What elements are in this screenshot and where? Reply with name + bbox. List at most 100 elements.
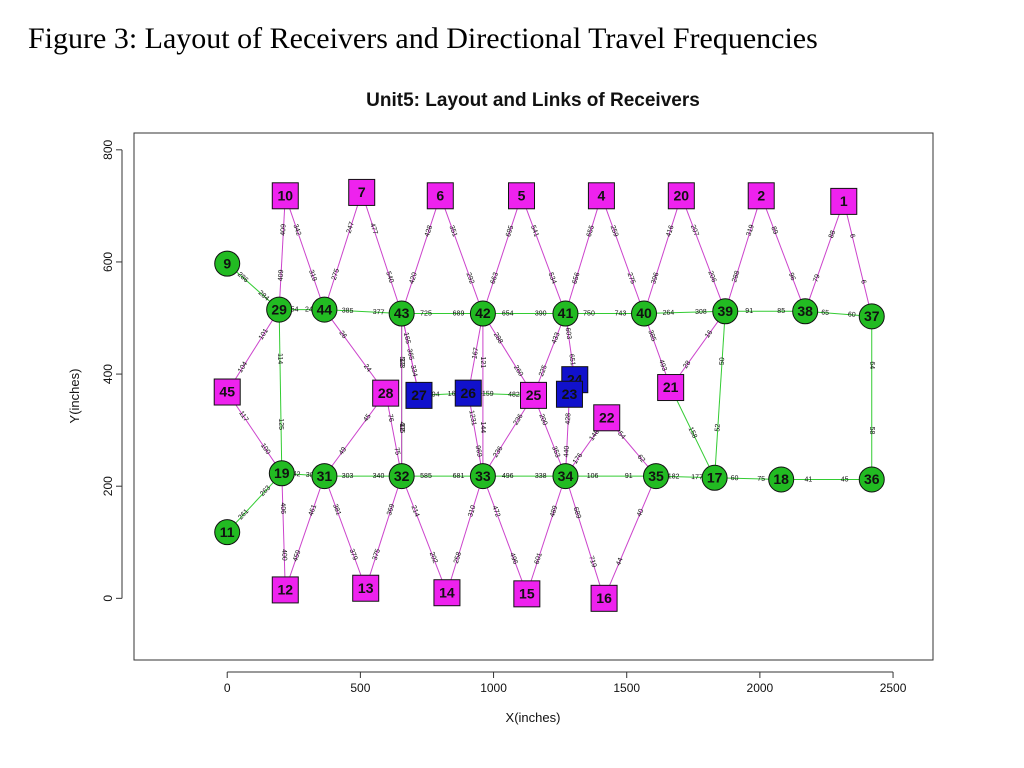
link-28-31 bbox=[324, 392, 387, 477]
link-frequency-label: 60 bbox=[848, 311, 856, 319]
link-frequency-label: 85 bbox=[777, 308, 785, 315]
receiver-label: 37 bbox=[864, 308, 880, 324]
link-frequency-label: 369 bbox=[386, 503, 396, 516]
receiver-28: 28 bbox=[372, 379, 400, 407]
receiver-40: 40 bbox=[631, 300, 658, 327]
link-39-17 bbox=[714, 311, 726, 478]
receiver-label: 23 bbox=[562, 386, 578, 402]
receiver-circle-marker bbox=[311, 463, 338, 490]
receiver-33: 33 bbox=[469, 463, 496, 490]
link-26-33 bbox=[467, 393, 484, 477]
link-31-12 bbox=[284, 475, 325, 591]
receiver-circle-marker bbox=[388, 300, 415, 327]
receiver-11: 11 bbox=[214, 519, 241, 546]
link-frequency-label: 52 bbox=[714, 424, 721, 432]
receiver-label: 25 bbox=[526, 387, 542, 403]
link-frequency-label: 288 bbox=[731, 270, 741, 283]
x-tick-label: 1500 bbox=[613, 681, 640, 695]
receiver-square-marker bbox=[426, 182, 454, 210]
receiver-2: 2 bbox=[747, 182, 775, 210]
link-4-40 bbox=[600, 195, 645, 314]
receiver-38: 38 bbox=[792, 298, 819, 325]
link-frequency-label: 176 bbox=[572, 452, 585, 466]
link-32-13 bbox=[365, 475, 403, 589]
receiver-square-marker bbox=[593, 404, 621, 432]
receiver-square-marker bbox=[271, 182, 299, 210]
receiver-18: 18 bbox=[768, 466, 795, 493]
link-frequency-label: 177 bbox=[691, 474, 703, 481]
figure-caption: Figure 3: Layout of Receivers and Direct… bbox=[28, 22, 818, 55]
link-frequency-label: 969 bbox=[474, 445, 483, 458]
receiver-label: 26 bbox=[460, 385, 476, 401]
receiver-square-marker bbox=[372, 379, 400, 407]
link-frequency-label: 50 bbox=[719, 357, 726, 365]
receiver-square-marker bbox=[657, 374, 685, 402]
link-frequency-label: 260 bbox=[512, 364, 524, 378]
receiver-circle-marker bbox=[388, 463, 415, 490]
link-frequency-label: 365 bbox=[405, 348, 414, 361]
receiver-square-marker bbox=[520, 381, 547, 409]
receiver-square-marker bbox=[433, 579, 461, 607]
link-frequency-label: 523 bbox=[398, 356, 405, 368]
link-42-25 bbox=[482, 313, 534, 396]
link-frequency-label: 121 bbox=[479, 356, 486, 368]
link-frequency-label: 319 bbox=[746, 224, 756, 237]
link-frequency-label: 725 bbox=[420, 310, 432, 317]
receiver-blue-marker bbox=[405, 381, 433, 409]
receiver-label: 27 bbox=[411, 387, 427, 403]
link-frequency-label: 264 bbox=[662, 310, 674, 317]
link-frequency-label: 489 bbox=[549, 505, 559, 518]
links-layer bbox=[226, 192, 873, 599]
link-frequency-label: 49 bbox=[338, 446, 348, 457]
link-45-19 bbox=[226, 391, 283, 474]
receiver-label: 39 bbox=[717, 303, 733, 319]
link-7-43 bbox=[361, 192, 403, 314]
link-frequency-label: 167 bbox=[471, 347, 480, 360]
link-frequency-label: 263 bbox=[259, 484, 272, 497]
x-axis: 0 500 1000 1500 2000 2500 bbox=[224, 671, 907, 695]
link-frequency-label: 540 bbox=[384, 271, 394, 284]
link-frequency-label: 405 bbox=[398, 421, 405, 433]
link-frequency-label: 493 bbox=[657, 359, 668, 372]
link-frequency-label: 396 bbox=[650, 272, 660, 285]
link-frequency-label: 64 bbox=[868, 361, 875, 369]
link-35-16 bbox=[603, 475, 657, 599]
receiver-label: 9 bbox=[223, 255, 231, 271]
link-frequency-label: 106 bbox=[587, 473, 599, 480]
y-tick-label: 200 bbox=[101, 476, 115, 496]
receiver-4: 4 bbox=[587, 182, 615, 210]
link-frequency-label: 44 bbox=[615, 557, 625, 567]
link-frequency-label: 28 bbox=[682, 360, 692, 370]
receiver-label: 28 bbox=[378, 385, 394, 401]
link-frequency-label: 12 bbox=[398, 423, 405, 431]
link-frequency-label: 409 bbox=[278, 269, 286, 281]
link-frequency-label: 381 bbox=[331, 503, 342, 516]
link-frequency-label: 259 bbox=[609, 225, 620, 238]
receiver-label: 36 bbox=[864, 471, 880, 487]
x-tick-label: 1000 bbox=[480, 681, 507, 695]
link-frequency-label: 65 bbox=[821, 309, 829, 317]
receiver-17: 17 bbox=[701, 464, 728, 491]
receiver-circle-marker bbox=[643, 463, 670, 490]
receiver-label: 40 bbox=[636, 305, 652, 321]
receiver-label: 44 bbox=[317, 301, 333, 317]
link-frequency-label: 750 bbox=[583, 310, 595, 317]
link-frequency-label: 440 bbox=[563, 446, 571, 458]
plot-frame bbox=[133, 132, 934, 661]
link-frequency-label: 100 bbox=[259, 442, 271, 456]
link-frequency-label: 244 bbox=[305, 306, 317, 313]
receiver-label: 1 bbox=[840, 193, 848, 209]
receiver-label: 10 bbox=[277, 187, 293, 203]
link-frequency-label: 284 bbox=[257, 290, 270, 303]
receiver-25: 25 bbox=[520, 381, 547, 409]
link-frequency-label: 375 bbox=[372, 548, 382, 561]
link-34-16 bbox=[564, 475, 605, 599]
receiver-circle-marker bbox=[268, 460, 295, 487]
receiver-blue-marker bbox=[454, 379, 482, 407]
y-tick-label: 0 bbox=[101, 595, 115, 602]
link-frequency-label: 416 bbox=[665, 224, 675, 237]
receiver-26: 26 bbox=[454, 379, 482, 407]
link-frequency-label: 695 bbox=[505, 224, 515, 237]
link-frequency-label: 689 bbox=[572, 506, 582, 519]
